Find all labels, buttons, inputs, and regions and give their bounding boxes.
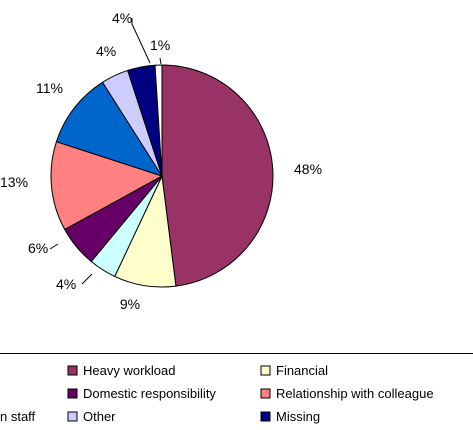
pie-slice-relationship-with-staff-5 — [55, 81, 164, 177]
slice-label-0: 48% — [294, 161, 322, 177]
legend-label-4: n staff — [0, 409, 36, 424]
legend-swatch-3 — [260, 388, 271, 399]
leader-line-8 — [159, 57, 162, 65]
legend-swatch-5 — [67, 411, 78, 422]
pie-slice-unlabeled-8 — [154, 64, 163, 177]
leader-line-3 — [49, 243, 59, 250]
legend-item-3: Relationship with colleague — [260, 386, 434, 401]
legend: Heavy workload Financial Domestic responsi… — [0, 363, 434, 424]
slice-label-1: 9% — [120, 296, 140, 312]
leader-line-7 — [131, 18, 151, 64]
slice-label-4: 13% — [0, 174, 28, 190]
slice-label-7: 4% — [112, 10, 132, 26]
legend-label-5: Other — [83, 409, 116, 424]
leader-line-2 — [81, 273, 93, 285]
legend-label-6: Missing — [276, 409, 320, 424]
legend-label-2: Domestic responsibility — [83, 386, 216, 401]
legend-swatch-1 — [260, 365, 271, 376]
legend-label-1: Financial — [276, 363, 328, 378]
legend-item-5: Other — [67, 409, 116, 424]
pie-slices — [50, 64, 274, 288]
legend-item-1: Financial — [260, 363, 328, 378]
legend-label-3: Relationship with colleague — [276, 386, 434, 401]
slice-label-8: 1% — [150, 37, 170, 53]
slice-label-5: 11% — [36, 80, 63, 96]
slice-label-2: 4% — [56, 276, 76, 292]
pie-slice-relationship-with-colleague-4 — [50, 141, 164, 231]
legend-swatch-0 — [67, 365, 78, 376]
legend-swatch-6 — [260, 411, 271, 422]
legend-item-6: Missing — [260, 409, 320, 424]
pie-slice-heavy-workload-0 — [161, 64, 274, 287]
legend-label-0: Heavy workload — [83, 363, 176, 378]
legend-item-4: n staff — [0, 409, 36, 424]
leader-lines — [49, 18, 162, 285]
legend-item-0: Heavy workload — [67, 363, 176, 378]
slice-label-3: 6% — [28, 240, 48, 256]
legend-swatch-2 — [67, 388, 78, 399]
slice-label-6: 4% — [96, 43, 116, 59]
slice-labels: 48% 9% 4% 6% 13% 11% 4% 4% 1% — [0, 10, 322, 312]
legend-item-2: Domestic responsibility — [67, 386, 216, 401]
